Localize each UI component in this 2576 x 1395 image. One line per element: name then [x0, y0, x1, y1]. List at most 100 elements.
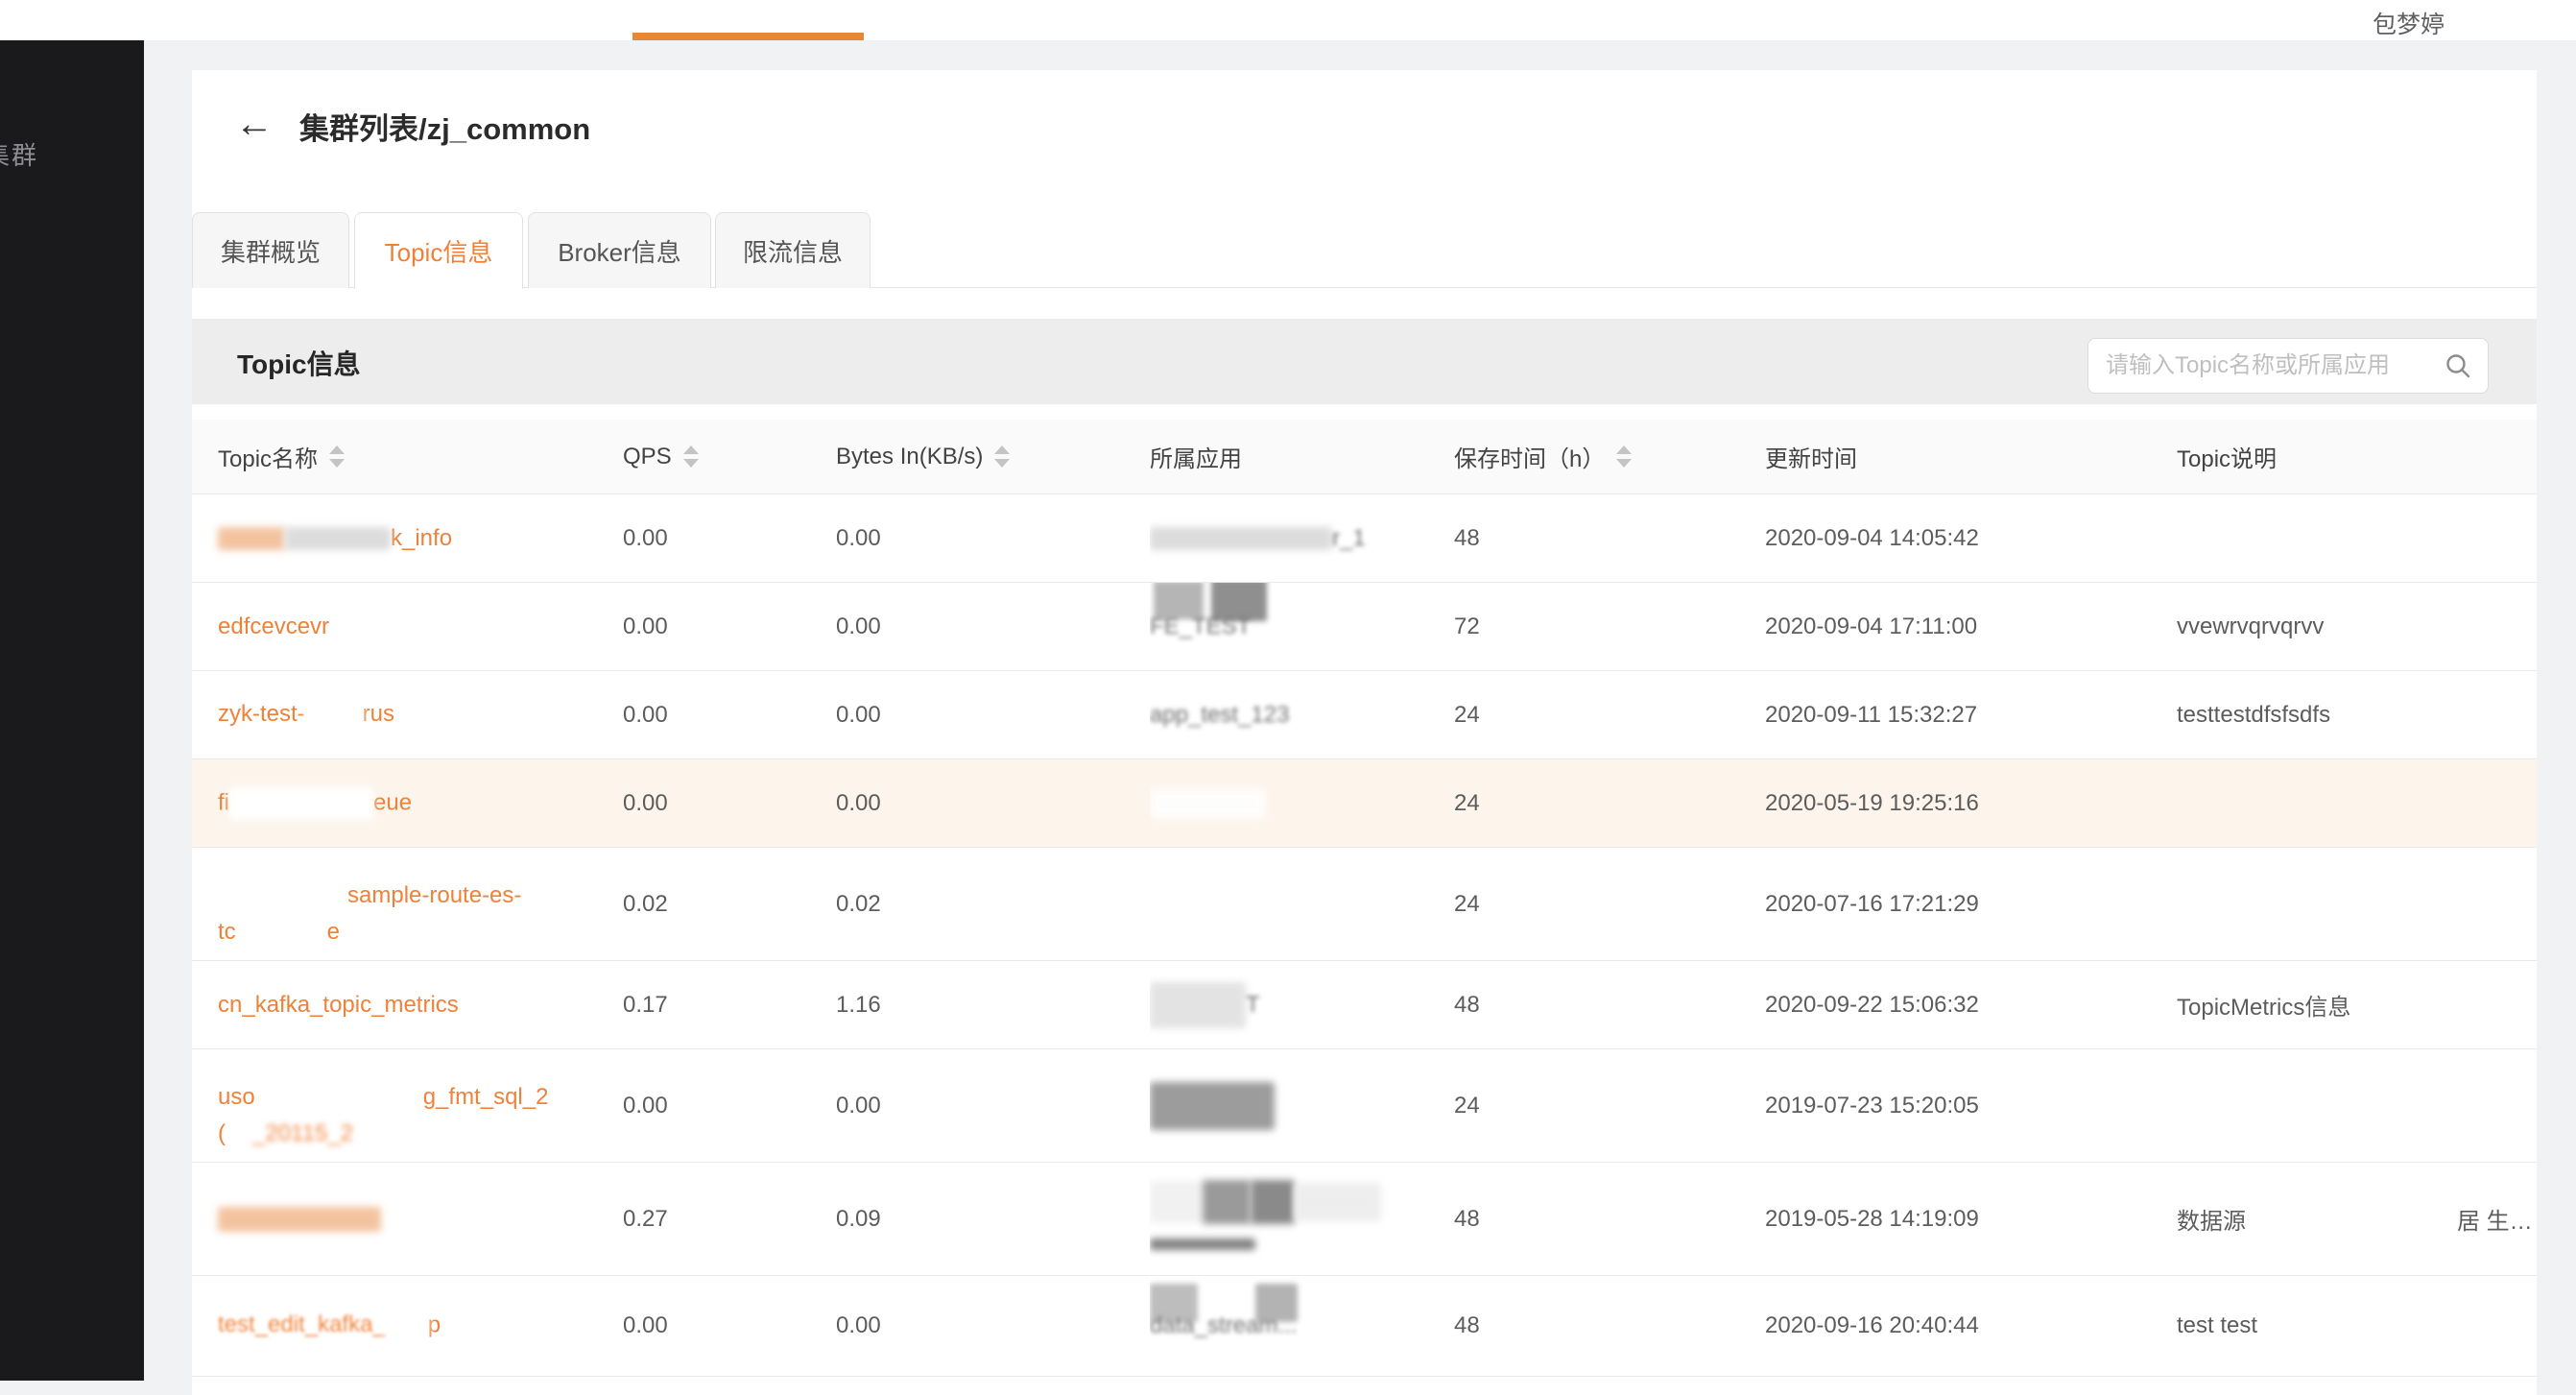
tab-broker-info[interactable]: Broker信息 — [528, 212, 711, 288]
back-arrow-icon[interactable]: ← — [235, 103, 274, 145]
app-value: FE_TEST — [1150, 583, 1454, 670]
topic-link[interactable]: cn_kafka_topic_metrics — [218, 991, 459, 1018]
topic-link[interactable]: k_info — [391, 524, 453, 551]
sidebar-item-cluster[interactable]: 集群 — [0, 141, 39, 170]
desc-value — [2177, 848, 2457, 960]
redacted-blur — [1150, 1180, 1203, 1223]
qps-value: 0.27 — [623, 1205, 668, 1232]
topic-link[interactable]: sample-route-es- — [347, 881, 522, 908]
active-top-tab-indicator[interactable] — [632, 33, 864, 40]
sidebar: 集群 — [0, 40, 144, 1381]
qps-value: 0.17 — [623, 991, 668, 1018]
topic-table: Topic名称 QPS Bytes In(KB/s) 所属应用 保存时间（h） — [192, 420, 2537, 1377]
topic-link[interactable]: uso g_fmt_sql_2 — [218, 1083, 549, 1110]
desc-value: 数据源 — [2177, 1209, 2246, 1235]
bytes-value: 1.16 — [836, 991, 881, 1018]
search-icon[interactable] — [2444, 351, 2472, 380]
redacted-blur — [1255, 1284, 1298, 1322]
col-qps[interactable]: QPS — [623, 420, 836, 493]
topic-link[interactable]: (_20115_2 — [218, 1119, 353, 1146]
table-row: cn_kafka_topic_metrics 0.17 1.16 T 48 20… — [192, 961, 2537, 1049]
main-content: ← 集群列表/zj_common 集群概览 Topic信息 Broker信息 限… — [144, 40, 2576, 1395]
desc-value — [2177, 1049, 2457, 1162]
redacted-blur — [1154, 583, 1204, 619]
app-value: data_stream... — [1150, 1276, 1454, 1376]
bytes-value: 0.02 — [836, 890, 881, 917]
redacted-blur — [1150, 1081, 1275, 1130]
redacted-blur — [218, 1206, 381, 1232]
section-header: Topic信息 — [192, 319, 2537, 404]
app-value — [1150, 759, 1454, 847]
sort-icon[interactable] — [682, 445, 699, 468]
tab-topic-info[interactable]: Topic信息 — [354, 212, 523, 289]
col-retention[interactable]: 保存时间（h） — [1454, 420, 1765, 493]
desc-value — [2177, 494, 2457, 582]
sort-icon[interactable] — [329, 445, 346, 468]
redacted-blur — [1203, 1179, 1251, 1224]
col-topic-name[interactable]: Topic名称 — [192, 420, 623, 493]
table-row: zyk-test-rus 0.00 0.00 app_test_123 24 2… — [192, 671, 2537, 759]
app-value: r_1 — [1150, 494, 1454, 582]
section-title: Topic信息 — [237, 349, 361, 379]
retention-value: 24 — [1454, 890, 1480, 917]
topic-search-input[interactable] — [2106, 352, 2444, 379]
app-value — [1150, 848, 1454, 960]
table-row: 0.27 0.09 48 2019-05-28 14:19:09 数据源 居 — [192, 1163, 2537, 1276]
table-header-row: Topic名称 QPS Bytes In(KB/s) 所属应用 保存时间（h） — [192, 420, 2537, 494]
updated-value: 2020-05-19 19:25:16 — [1765, 789, 1979, 816]
updated-value: 2020-09-11 15:32:27 — [1765, 701, 1978, 728]
sort-icon[interactable] — [994, 445, 1011, 468]
qps-value: 0.00 — [623, 701, 668, 728]
col-bytes-in[interactable]: Bytes In(KB/s) — [836, 420, 1150, 493]
updated-value: 2019-05-28 14:19:09 — [1765, 1205, 1979, 1232]
retention-value: 48 — [1454, 1205, 1480, 1232]
redacted-blur — [1211, 583, 1267, 621]
redacted-blur — [1150, 1239, 1255, 1251]
table-row: test_edit_kafka_ p 0.00 0.00 data_stream.… — [192, 1276, 2537, 1377]
tab-bar: 集群概览 Topic信息 Broker信息 限流信息 — [192, 210, 2537, 289]
retention-value: 48 — [1454, 1312, 1480, 1338]
bytes-value: 0.00 — [836, 524, 881, 551]
redacted-blur — [1295, 1182, 1381, 1221]
redacted-blur — [218, 526, 285, 550]
tab-cluster-overview[interactable]: 集群概览 — [192, 212, 349, 288]
col-app: 所属应用 — [1150, 446, 1242, 472]
col-updated: 更新时间 — [1765, 446, 1857, 472]
table-row: k_info 0.00 0.00 r_1 48 2020-09-04 14:05… — [192, 494, 2537, 583]
sort-icon[interactable] — [1616, 445, 1633, 468]
username[interactable]: 包梦婷 — [2372, 12, 2445, 38]
page-title: 集群列表/zj_common — [299, 112, 591, 146]
topic-link[interactable]: zyk-test-rus — [218, 701, 395, 729]
topic-link[interactable]: tc e — [218, 918, 341, 945]
topic-link[interactable]: test_edit_kafka_ p — [218, 1311, 441, 1340]
bytes-value: 0.00 — [836, 1092, 881, 1118]
table-row: edfcevcevr 0.00 0.00 FE_TEST 72 2020-09-… — [192, 583, 2537, 671]
topic-link[interactable]: edfcevcevr — [218, 613, 330, 639]
table-row: sample-route-es- tc e 0.02 0.02 24 2020-0… — [192, 848, 2537, 961]
app-value: T — [1150, 961, 1454, 1048]
retention-value: 48 — [1454, 524, 1480, 551]
extra-value: 居 生… — [2457, 1209, 2533, 1235]
table-row-highlighted: fi eue 0.00 0.00 24 2020-05-19 19:25:16 — [192, 759, 2537, 848]
qps-value: 0.00 — [623, 613, 668, 639]
retention-value: 24 — [1454, 789, 1480, 816]
qps-value: 0.00 — [623, 1312, 668, 1338]
qps-value: 0.02 — [623, 890, 668, 917]
app-value — [1150, 1049, 1454, 1162]
retention-value: 72 — [1454, 613, 1480, 639]
redacted-blur — [385, 1311, 428, 1340]
topic-search-box — [2087, 338, 2489, 394]
topic-link[interactable]: fi eue — [218, 786, 412, 820]
qps-value: 0.00 — [623, 789, 668, 816]
desc-value — [2177, 759, 2457, 847]
redacted-blur — [1150, 981, 1246, 1028]
col-extra — [2457, 420, 2537, 493]
app-value: app_test_123 — [1150, 701, 1290, 728]
top-nav-bar: 包梦婷 — [0, 0, 2576, 40]
updated-value: 2020-09-04 17:11:00 — [1765, 613, 1978, 639]
desc-value: vvewrvqrvqrvv — [2177, 613, 2325, 639]
table-row: uso g_fmt_sql_2 (_20115_2 0.00 0.00 24 20… — [192, 1049, 2537, 1163]
redacted-blur — [229, 786, 373, 820]
retention-value: 48 — [1454, 991, 1480, 1018]
tab-throttle-info[interactable]: 限流信息 — [715, 212, 871, 288]
